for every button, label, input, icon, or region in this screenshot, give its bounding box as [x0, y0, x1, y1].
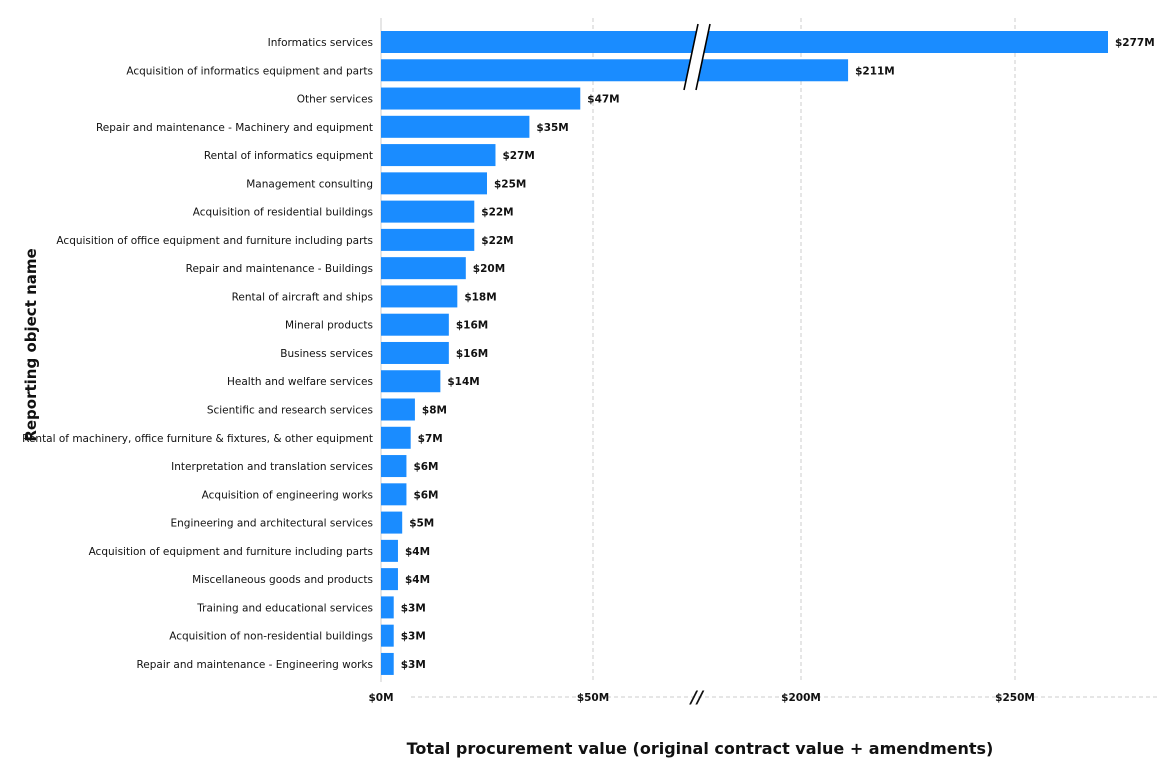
category-label: Acquisition of residential buildings — [193, 207, 373, 219]
value-label: $6M — [413, 461, 438, 473]
category-label: Acquisition of engineering works — [202, 489, 373, 501]
bar — [381, 200, 475, 223]
category-labels: Informatics services Acquisition of infor… — [22, 37, 373, 671]
category-label: Training and educational services — [196, 602, 373, 614]
value-label: $27M — [502, 150, 534, 162]
category-label: Rental of informatics equipment — [204, 150, 373, 162]
x-tick-label: $0M — [368, 692, 393, 704]
value-label: $3M — [401, 659, 426, 671]
y-axis-title: Reporting object name — [22, 248, 40, 441]
category-label: Miscellaneous goods and products — [192, 574, 373, 586]
break-line — [695, 23, 711, 91]
x-tick-label: $200M — [781, 692, 821, 704]
category-label: Acquisition of informatics equipment and… — [126, 65, 373, 77]
value-label: $3M — [401, 602, 426, 614]
category-label: Business services — [280, 348, 373, 360]
bar — [381, 455, 407, 478]
category-label: Interpretation and translation services — [171, 461, 373, 473]
x-tick-label: $250M — [995, 692, 1035, 704]
value-label: $3M — [401, 631, 426, 643]
category-label: Repair and maintenance - Buildings — [186, 263, 373, 275]
bar — [381, 172, 487, 195]
category-label: Repair and maintenance - Engineering wor… — [136, 659, 373, 671]
bar — [381, 341, 449, 364]
category-label: Repair and maintenance - Machinery and e… — [96, 122, 373, 134]
category-label: Health and welfare services — [227, 376, 373, 388]
x-axis-title: Total procurement value (original contra… — [407, 739, 994, 758]
bar — [381, 31, 1108, 53]
value-label: $7M — [418, 433, 443, 445]
value-label: $14M — [447, 376, 479, 388]
bar — [381, 624, 394, 647]
category-label: Scientific and research services — [207, 405, 373, 417]
value-label: $20M — [473, 263, 505, 275]
bar — [381, 228, 475, 251]
bar — [381, 426, 411, 449]
bar — [381, 652, 394, 675]
value-label: $8M — [422, 405, 447, 417]
value-label: $6M — [413, 489, 438, 501]
category-label: Management consulting — [246, 178, 373, 190]
bar — [381, 596, 394, 619]
bar — [381, 313, 449, 336]
bar — [381, 59, 849, 82]
value-label: $5M — [409, 518, 434, 530]
value-label: $22M — [481, 235, 513, 247]
category-label: Engineering and architectural services — [170, 518, 373, 530]
value-label: $16M — [456, 320, 488, 332]
value-label: $4M — [405, 574, 430, 586]
value-label: $22M — [481, 207, 513, 219]
bar — [381, 144, 496, 167]
value-label: $4M — [405, 546, 430, 558]
value-label: $16M — [456, 348, 488, 360]
bar — [381, 87, 581, 110]
value-label: $47M — [587, 94, 619, 106]
value-label: $35M — [536, 122, 568, 134]
value-label: $277M — [1115, 37, 1155, 49]
category-label: Rental of machinery, office furniture & … — [22, 433, 373, 445]
bar — [381, 511, 403, 534]
bar — [381, 285, 458, 308]
category-label: Informatics services — [268, 37, 373, 49]
category-label: Mineral products — [285, 320, 373, 332]
break-line — [683, 23, 699, 91]
axis-break-label: // — [689, 688, 705, 708]
category-label: Rental of aircraft and ships — [232, 291, 373, 303]
category-label: Acquisition of office equipment and furn… — [56, 235, 373, 247]
bar — [381, 483, 407, 506]
bar — [381, 539, 398, 562]
category-label: Other services — [297, 94, 373, 106]
x-tick-label: $50M — [577, 692, 609, 704]
break-gap — [684, 24, 710, 90]
bar — [381, 398, 415, 421]
value-labels: $277M $211M $47M $35M $27M $25M $22M $22M $20M $1… — [401, 37, 1155, 671]
category-label: Acquisition of equipment and furniture i… — [89, 546, 373, 558]
bar — [381, 257, 466, 280]
value-label: $18M — [464, 291, 496, 303]
bar — [381, 115, 530, 138]
bar — [381, 568, 398, 591]
category-label: Acquisition of non-residential buildings — [169, 631, 373, 643]
axis-break-marks — [683, 23, 711, 91]
value-label: $211M — [855, 65, 895, 77]
bars — [381, 31, 1108, 675]
bar — [381, 370, 441, 393]
value-label: $25M — [494, 178, 526, 190]
x-tick-labels: $0M $50M $200M $250M // — [368, 688, 1034, 708]
